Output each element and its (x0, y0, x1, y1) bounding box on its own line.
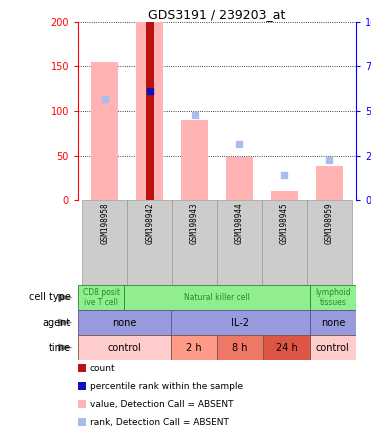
Bar (136, 22, 163, 200)
Text: 2 h: 2 h (186, 342, 202, 353)
Bar (310, 310, 356, 335)
Bar (263, 335, 310, 360)
Bar (171, 335, 217, 360)
Bar (262, 200, 307, 285)
Text: value, Detection Call = ABSENT: value, Detection Call = ABSENT (90, 400, 233, 408)
Title: GDS3191 / 239203_at: GDS3191 / 239203_at (148, 8, 286, 21)
Polygon shape (58, 344, 73, 352)
Text: GSM198959: GSM198959 (325, 202, 334, 244)
Text: control: control (316, 342, 350, 353)
Text: 8 h: 8 h (232, 342, 248, 353)
Text: cell type: cell type (29, 293, 71, 302)
Text: GSM198943: GSM198943 (190, 202, 199, 244)
Bar (172, 200, 217, 285)
Text: none: none (321, 317, 345, 328)
Bar (146, 22, 154, 200)
Text: 24 h: 24 h (276, 342, 298, 353)
Bar (310, 285, 356, 310)
Polygon shape (58, 318, 73, 326)
Bar (181, 120, 208, 200)
Bar (127, 200, 172, 285)
Text: GSM198944: GSM198944 (235, 202, 244, 244)
Text: control: control (108, 342, 141, 353)
Bar (82, 200, 127, 285)
Bar (92, 62, 118, 200)
Bar (217, 335, 263, 360)
Bar (226, 157, 253, 200)
Bar (78, 285, 124, 310)
Text: GSM198958: GSM198958 (101, 202, 109, 244)
Text: none: none (112, 317, 137, 328)
Bar (217, 200, 262, 285)
Text: agent: agent (43, 317, 71, 328)
Bar (310, 335, 356, 360)
Text: CD8 posit
ive T cell: CD8 posit ive T cell (83, 288, 120, 307)
Text: time: time (49, 342, 71, 353)
Bar (271, 191, 298, 200)
Text: lymphoid
tissues: lymphoid tissues (315, 288, 351, 307)
Bar (316, 166, 342, 200)
Text: GSM198945: GSM198945 (280, 202, 289, 244)
Bar (171, 310, 310, 335)
Text: IL-2: IL-2 (231, 317, 249, 328)
Bar (78, 310, 171, 335)
Text: percentile rank within the sample: percentile rank within the sample (90, 381, 243, 391)
Text: count: count (90, 364, 116, 373)
Text: Natural killer cell: Natural killer cell (184, 293, 250, 302)
Bar (78, 335, 171, 360)
Text: rank, Detection Call = ABSENT: rank, Detection Call = ABSENT (90, 417, 229, 427)
Text: GSM198942: GSM198942 (145, 202, 154, 244)
Bar (307, 200, 351, 285)
Polygon shape (58, 293, 73, 301)
Bar (124, 285, 310, 310)
